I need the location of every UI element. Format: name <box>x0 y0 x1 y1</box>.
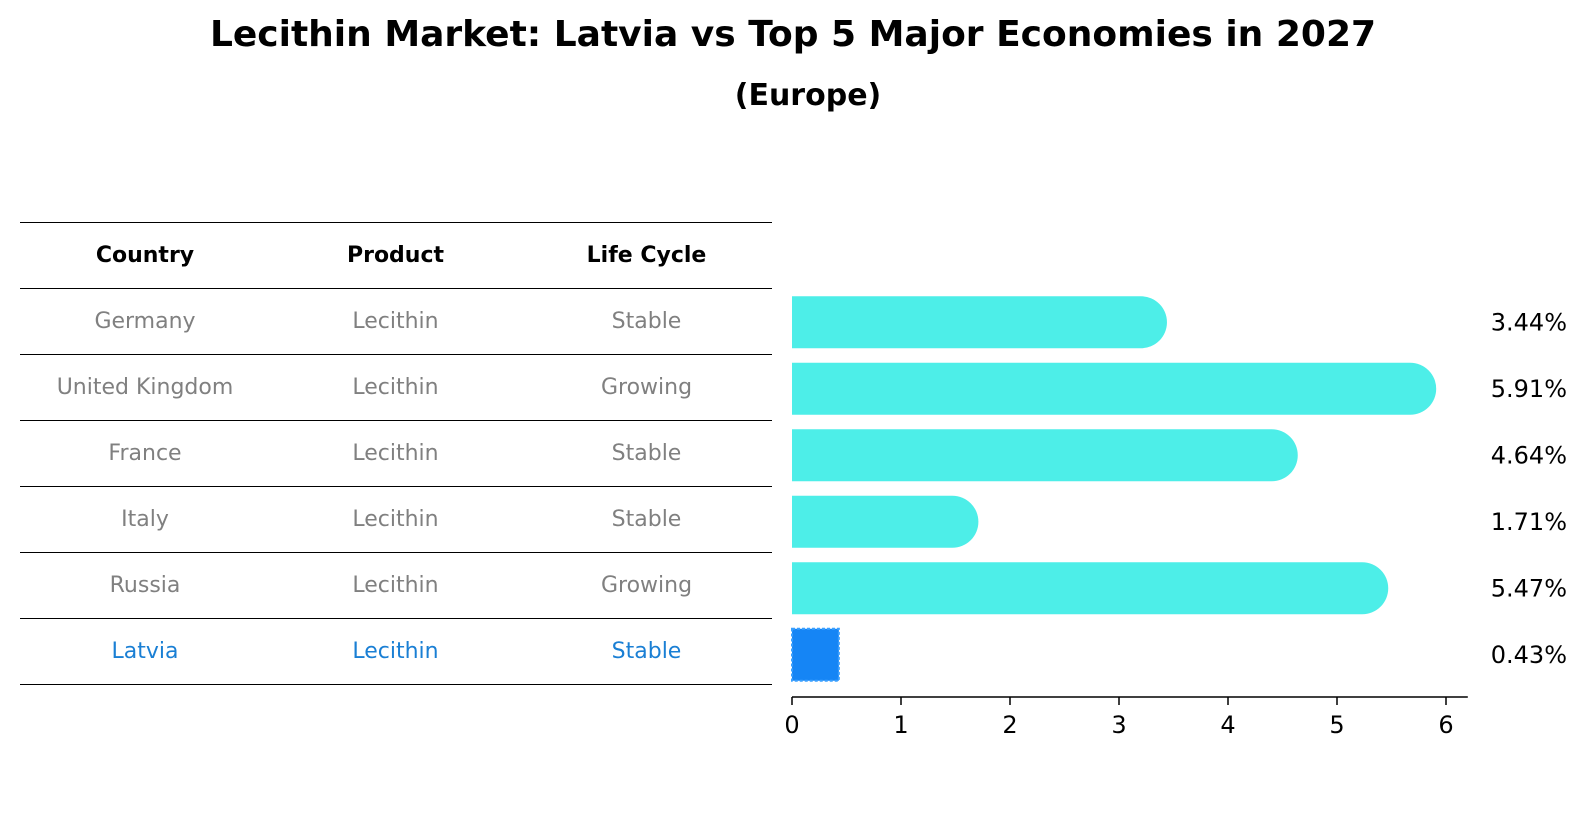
table-row: United Kingdom Lecithin Growing <box>20 354 772 421</box>
market-table: Country Product Life Cycle Germany Lecit… <box>20 222 772 685</box>
cell-country: Russia <box>20 552 270 619</box>
value-label: 5.91% <box>1491 375 1567 403</box>
table-row: Russia Lecithin Growing <box>20 552 772 619</box>
cell-product: Lecithin <box>270 354 521 421</box>
bar-united-kingdom <box>792 362 1437 415</box>
cell-country: Italy <box>20 486 270 553</box>
cell-product: Lecithin <box>270 486 521 553</box>
x-tick-label: 1 <box>893 711 908 739</box>
bar-france <box>792 429 1298 482</box>
x-tick-label: 0 <box>784 711 799 739</box>
x-axis: 0 1 2 3 4 5 6 <box>784 696 1468 739</box>
value-label: 3.44% <box>1491 308 1567 336</box>
cell-country: United Kingdom <box>20 354 270 421</box>
cell-life-cycle: Growing <box>521 552 772 619</box>
x-tick-label: 6 <box>1438 711 1453 739</box>
table-row: France Lecithin Stable <box>20 420 772 487</box>
value-label: 4.64% <box>1491 441 1567 469</box>
x-tick-label: 2 <box>1002 711 1017 739</box>
cell-country: Latvia <box>20 618 270 685</box>
table-header-row: Country Product Life Cycle <box>20 222 772 289</box>
bar-germany <box>792 296 1167 349</box>
cell-product: Lecithin <box>270 420 521 487</box>
chart-subtitle: (Europe) <box>734 78 882 113</box>
table-row: Germany Lecithin Stable <box>20 288 772 355</box>
table-row: Italy Lecithin Stable <box>20 486 772 553</box>
chart-title: Lecithin Market: Latvia vs Top 5 Major E… <box>209 14 1377 55</box>
header-product: Product <box>270 222 521 289</box>
table-row-highlight: Latvia Lecithin Stable <box>20 618 772 685</box>
cell-country: France <box>20 420 270 487</box>
cell-life-cycle: Growing <box>521 354 772 421</box>
cell-product: Lecithin <box>270 288 521 355</box>
x-tick-label: 4 <box>1220 711 1235 739</box>
value-label: 0.43% <box>1491 641 1567 669</box>
bars-layer <box>791 296 1437 682</box>
cell-country: Germany <box>20 288 270 355</box>
value-labels-layer: 3.44% 5.91% 4.64% 1.71% 5.47% 0.43% <box>1491 308 1567 669</box>
bar-italy <box>792 495 979 548</box>
cell-life-cycle: Stable <box>521 618 772 685</box>
cell-life-cycle: Stable <box>521 288 772 355</box>
cell-product: Lecithin <box>270 618 521 685</box>
cell-life-cycle: Stable <box>521 420 772 487</box>
bar-latvia <box>791 627 840 682</box>
header-life-cycle: Life Cycle <box>521 222 772 289</box>
value-label: 5.47% <box>1491 574 1567 602</box>
header-country: Country <box>20 222 270 289</box>
cell-life-cycle: Stable <box>521 486 772 553</box>
value-label: 1.71% <box>1491 508 1567 536</box>
bar-russia <box>792 562 1389 615</box>
cell-product: Lecithin <box>270 552 521 619</box>
x-tick-label: 5 <box>1329 711 1344 739</box>
market-table-container: Country Product Life Cycle Germany Lecit… <box>20 222 772 685</box>
x-tick-label: 3 <box>1111 711 1126 739</box>
